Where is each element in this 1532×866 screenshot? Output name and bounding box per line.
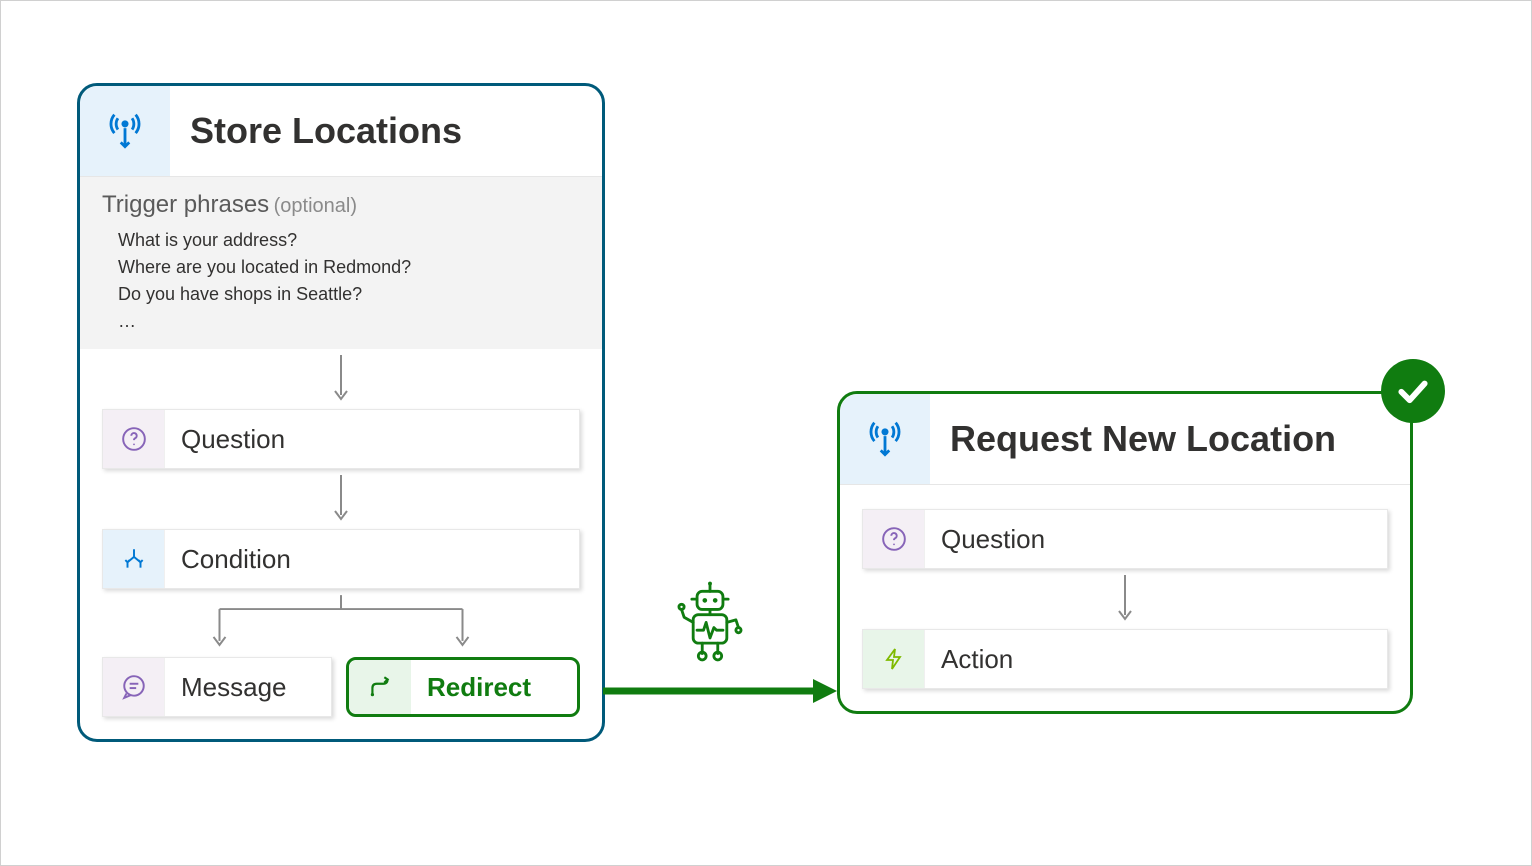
broadcast-icon bbox=[868, 419, 902, 459]
trigger-phrase: What is your address? bbox=[118, 227, 572, 254]
split-connector bbox=[102, 589, 580, 657]
question-icon bbox=[863, 510, 925, 568]
message-icon bbox=[103, 658, 165, 716]
flow-body: Question Condition bbox=[80, 349, 602, 739]
node-label: Question bbox=[925, 510, 1387, 568]
connector-arrow bbox=[102, 349, 580, 409]
trigger-optional: (optional) bbox=[274, 195, 357, 217]
topic-card-store-locations: Store Locations Trigger phrases (optiona… bbox=[77, 83, 605, 742]
trigger-phrase: Where are you located in Redmond? bbox=[118, 254, 572, 281]
check-icon bbox=[1393, 371, 1433, 411]
trigger-phrase: Do you have shops in Seattle? bbox=[118, 281, 572, 308]
node-redirect[interactable]: Redirect bbox=[346, 657, 580, 717]
node-label: Redirect bbox=[411, 660, 577, 714]
topic-header: Store Locations bbox=[80, 86, 602, 176]
trigger-phrase: … bbox=[118, 308, 572, 335]
topic-card-request-new-location: Request New Location Question bbox=[837, 391, 1413, 714]
checkmark-badge bbox=[1381, 359, 1445, 423]
redirect-arrow bbox=[603, 673, 839, 709]
lightning-icon bbox=[863, 630, 925, 688]
topic-title: Request New Location bbox=[930, 394, 1410, 484]
topic-header: Request New Location bbox=[840, 394, 1410, 484]
node-label: Question bbox=[165, 410, 579, 468]
topic-title: Store Locations bbox=[170, 86, 602, 176]
trigger-phrases-list: What is your address? Where are you loca… bbox=[102, 219, 580, 335]
node-label: Condition bbox=[165, 530, 579, 588]
split-row: Message Redirect bbox=[102, 657, 580, 717]
node-label: Action bbox=[925, 630, 1387, 688]
connector-arrow bbox=[862, 569, 1388, 629]
broadcast-icon bbox=[108, 111, 142, 151]
node-action[interactable]: Action bbox=[862, 629, 1388, 689]
branch-icon bbox=[103, 530, 165, 588]
question-icon bbox=[103, 410, 165, 468]
robot-icon bbox=[671, 581, 749, 674]
topic-icon-box bbox=[80, 86, 170, 176]
node-question[interactable]: Question bbox=[862, 509, 1388, 569]
node-label: Message bbox=[165, 658, 331, 716]
trigger-phrases-section: Trigger phrases (optional) What is your … bbox=[80, 176, 602, 349]
trigger-label: Trigger phrases bbox=[102, 191, 269, 218]
redirect-icon bbox=[349, 660, 411, 714]
node-condition[interactable]: Condition bbox=[102, 529, 580, 589]
connector-arrow bbox=[102, 469, 580, 529]
flow-body: Question Action bbox=[840, 485, 1410, 711]
node-question[interactable]: Question bbox=[102, 409, 580, 469]
node-message[interactable]: Message bbox=[102, 657, 332, 717]
topic-icon-box bbox=[840, 394, 930, 484]
